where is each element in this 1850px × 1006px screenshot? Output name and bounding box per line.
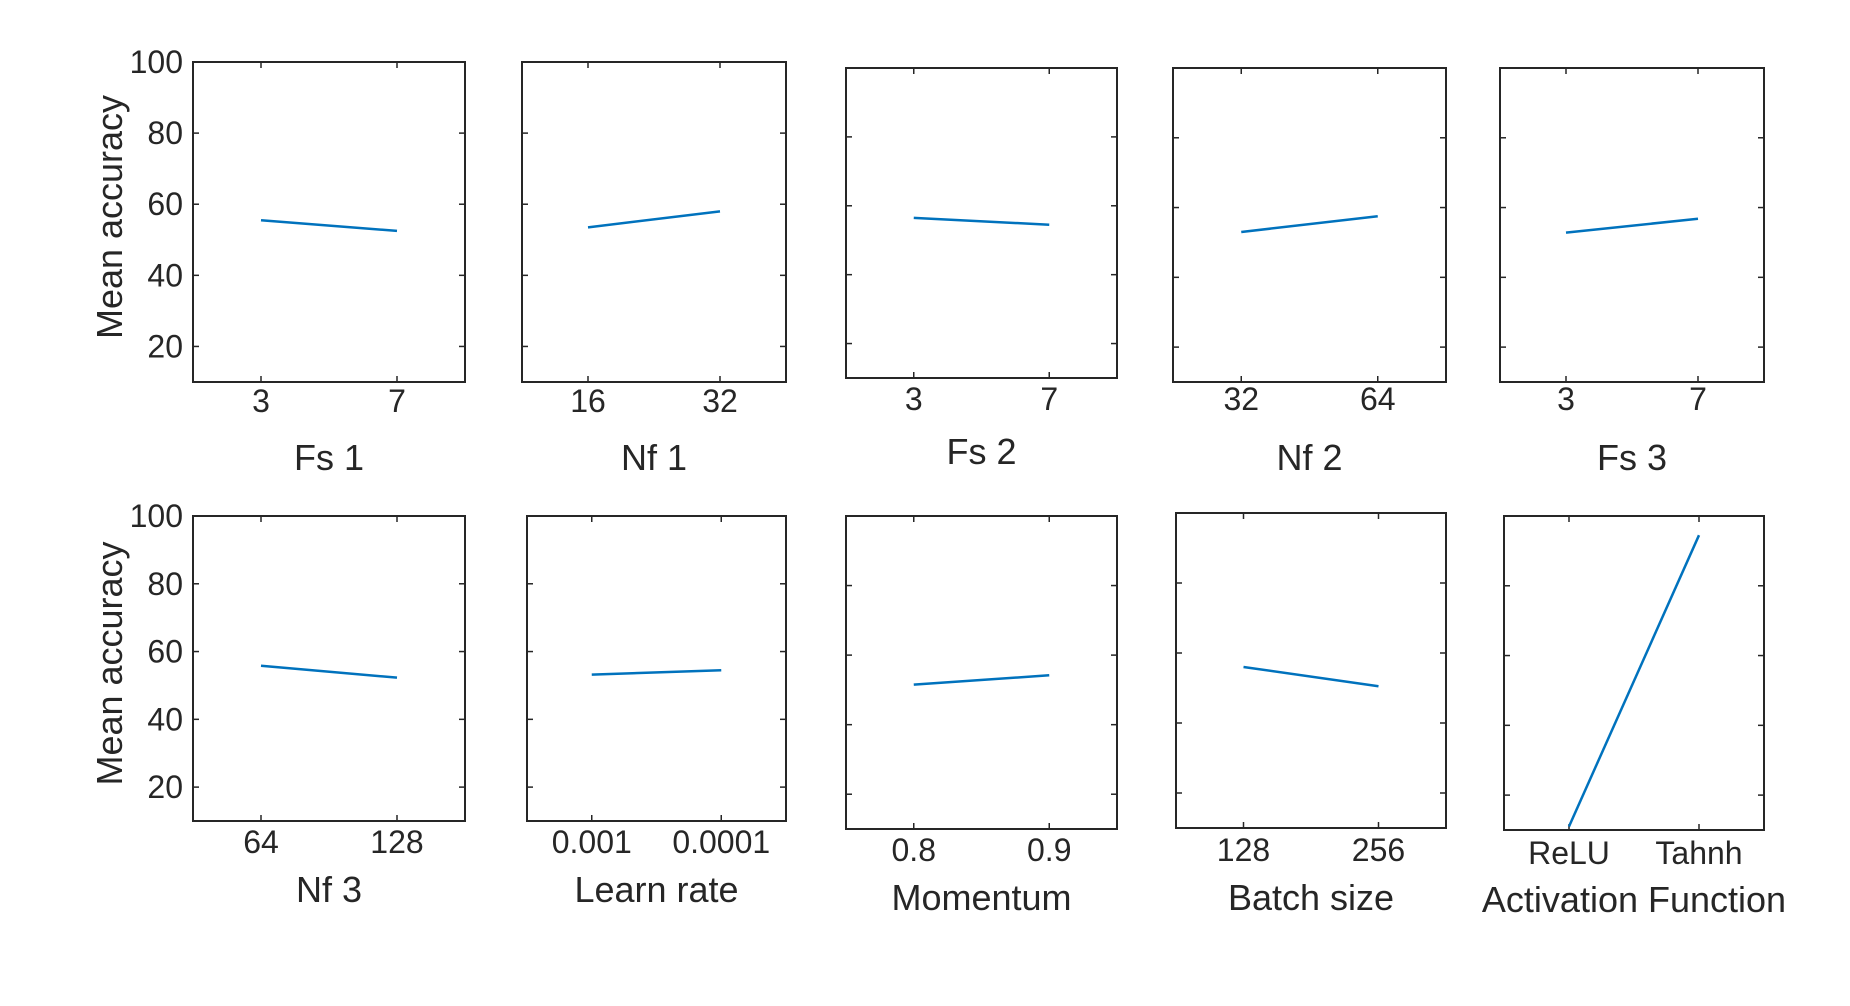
subplot-4: 32 64 Nf 2 [1172,67,1447,478]
data-line [913,674,1050,686]
y-tick-label: 20 [147,328,183,364]
axes-box [192,515,466,822]
axes-box [845,67,1118,379]
data-line [1241,215,1378,234]
data-line [587,210,721,229]
data-line [591,668,722,676]
x-tick-label: 7 [1040,381,1058,417]
x-tick-label: 7 [388,383,406,419]
x-axis-label: Fs 1 [294,437,364,478]
axes-box [192,61,466,383]
x-axis-label: Fs 2 [946,431,1016,472]
x-axis-label: Nf 3 [296,869,362,910]
x-axis-label: Learn rate [574,869,738,910]
x-tick-label: 3 [1557,381,1575,417]
x-tick-label: 16 [570,383,606,419]
subplot-8: 0.8 0.9 Momentum [845,515,1118,918]
subplot-5: 3 7 Fs 3 [1499,67,1765,478]
axes-box [1503,515,1765,831]
x-tick-label: ReLU [1528,835,1610,871]
y-tick-label: 40 [147,701,183,737]
axes-box [526,515,787,822]
y-axis-label: Mean accuracy [89,95,130,339]
y-tick-label: 80 [147,115,183,151]
subplot-7: 0.001 0.0001 Learn rate [526,515,787,910]
x-axis-label: Fs 3 [1597,437,1667,478]
x-tick-label: 3 [905,381,923,417]
axes-box [1175,512,1447,829]
y-tick-label: 80 [147,566,183,602]
y-tick-label: 60 [147,634,183,670]
x-tick-label: 256 [1352,832,1405,868]
y-axis-label: Mean accuracy [89,541,130,785]
x-tick-label: 0.001 [552,824,632,860]
y-tick-label: 100 [130,498,183,534]
x-tick-label: 0.9 [1027,832,1071,868]
data-line [260,664,398,679]
subplot-9: 128 256 Batch size [1175,512,1447,918]
data-line [260,218,398,233]
subplot-3: 3 7 Fs 2 [845,67,1118,472]
y-tick-label: 60 [147,186,183,222]
x-tick-label: 0.0001 [672,824,770,860]
x-tick-label: 64 [243,824,279,860]
x-tick-label: 32 [702,383,738,419]
x-tick-label: 128 [370,824,423,860]
x-tick-label: 7 [1689,381,1707,417]
data-line [1565,217,1699,234]
x-axis-label: Nf 1 [621,437,687,478]
x-tick-label: 0.8 [892,832,936,868]
axes-box [1499,67,1765,383]
axes-box [521,61,787,383]
x-tick-label: Tahnh [1655,835,1742,871]
x-tick-label: 32 [1223,381,1259,417]
data-line [913,216,1050,226]
subplot-2: 16 32 Nf 1 [521,61,787,478]
x-tick-label: 128 [1217,832,1270,868]
x-axis-label: Momentum [891,877,1071,918]
axes-box [1172,67,1447,383]
data-line [1243,665,1379,688]
x-axis-label: Nf 2 [1276,437,1342,478]
x-axis-label: Batch size [1228,877,1394,918]
x-tick-label: 64 [1360,381,1396,417]
axes-box [845,515,1118,830]
subplot-1: 20 40 60 80 100 3 7 Fs 1 Mean accuracy [89,44,466,478]
y-tick-label: 20 [147,769,183,805]
data-line [1567,534,1701,828]
y-tick-label: 40 [147,257,183,293]
x-tick-label: 3 [252,383,270,419]
x-axis-label: Activation Function [1482,879,1786,920]
y-tick-label: 100 [130,44,183,80]
subplot-10: ReLU Tahnh Activation Function [1482,515,1786,920]
